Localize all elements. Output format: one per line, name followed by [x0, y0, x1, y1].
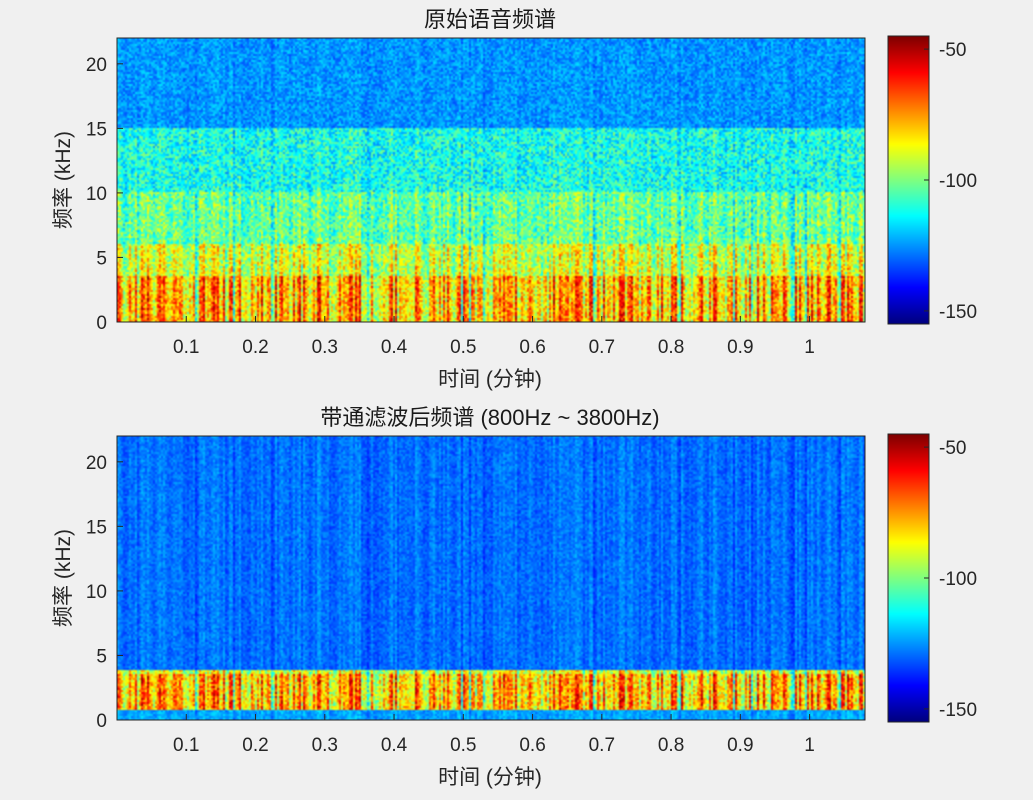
x-tick-label: 0.9 — [727, 735, 753, 756]
colorbar-tick-label: -100 — [939, 171, 977, 192]
y-tick-label: 20 — [86, 55, 107, 76]
subplot-original: 原始语音频谱 0.1 0.2 0.3 0.4 0.5 0.6 0.7 0.8 0.9 1 0 5 10… — [52, 7, 977, 391]
x-tick-label: 0.7 — [589, 337, 615, 358]
x-tick-label: 0.2 — [242, 735, 268, 756]
colorbar-tick-label: -150 — [939, 700, 977, 721]
plot-area-frame — [116, 435, 866, 721]
x-tick-label: 0.1 — [173, 735, 199, 756]
x-tick-label: 0.4 — [381, 337, 408, 358]
y-axis-label: 频率 (kHz) — [52, 131, 75, 229]
y-tick-label: 0 — [96, 313, 107, 334]
x-axis-label: 时间 (分钟) — [438, 766, 542, 789]
y-tick-label: 5 — [96, 248, 107, 269]
subplot-bandpass: 带通滤波后频谱 (800Hz ~ 3800Hz) 0.1 0.2 0.3 0.4 0.5… — [52, 405, 977, 789]
x-tick-label: 0.1 — [173, 337, 199, 358]
x-tick-label: 0.8 — [658, 337, 684, 358]
x-tick-label: 0.9 — [727, 337, 753, 358]
colorbar-gradient — [888, 36, 929, 324]
colorbar-tick-label: -100 — [939, 569, 977, 590]
x-tick-label: 1 — [804, 735, 815, 756]
colorbar-tick-label: -50 — [939, 40, 966, 61]
x-tick-label: 0.3 — [312, 735, 338, 756]
y-tick-label: 10 — [86, 184, 107, 205]
chart-title: 带通滤波后频谱 (800Hz ~ 3800Hz) — [320, 405, 659, 430]
colorbar-tick-label: -50 — [939, 438, 966, 459]
x-tick-label: 0.5 — [450, 337, 476, 358]
x-tick-label: 1 — [804, 337, 815, 358]
x-tick-label: 0.3 — [312, 337, 338, 358]
chart-title: 原始语音频谱 — [424, 7, 556, 32]
colorbar-gradient — [888, 434, 929, 722]
x-tick-label: 0.7 — [589, 735, 615, 756]
y-tick-label: 5 — [96, 646, 107, 667]
x-tick-label: 0.8 — [658, 735, 684, 756]
spectrogram-image — [117, 38, 865, 322]
x-tick-label: 0.2 — [242, 337, 268, 358]
y-axis-ticks: 0 5 10 15 20 — [86, 55, 123, 334]
colorbar-ticks: -50 -100 -150 — [924, 40, 977, 323]
colorbar-ticks: -50 -100 -150 — [924, 438, 977, 721]
x-tick-label: 0.4 — [381, 735, 408, 756]
y-tick-label: 20 — [86, 453, 107, 474]
plot-area-frame — [116, 37, 866, 323]
y-axis-ticks: 0 5 10 15 20 — [86, 453, 123, 732]
x-tick-label: 0.6 — [519, 735, 545, 756]
colorbar-tick-label: -150 — [939, 302, 977, 323]
spectrogram-image — [117, 436, 865, 720]
y-tick-label: 10 — [86, 582, 107, 603]
x-axis-ticks: 0.1 0.2 0.3 0.4 0.5 0.6 0.7 0.8 0.9 1 — [173, 714, 815, 756]
x-axis-label: 时间 (分钟) — [438, 368, 542, 391]
x-tick-label: 0.6 — [519, 337, 545, 358]
y-axis-label: 频率 (kHz) — [52, 529, 75, 627]
y-tick-label: 15 — [86, 517, 107, 538]
y-tick-label: 15 — [86, 119, 107, 140]
y-tick-label: 0 — [96, 711, 107, 732]
x-axis-ticks: 0.1 0.2 0.3 0.4 0.5 0.6 0.7 0.8 0.9 1 — [173, 316, 815, 358]
x-tick-label: 0.5 — [450, 735, 476, 756]
